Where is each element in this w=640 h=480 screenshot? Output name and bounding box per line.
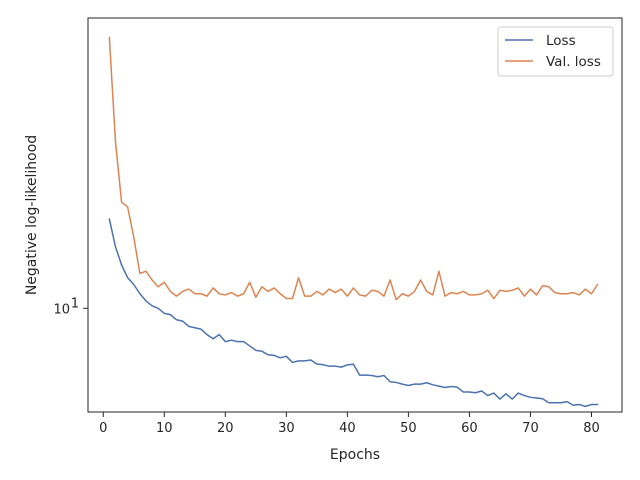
x-tick-label: 20 (217, 421, 234, 436)
x-axis-label: Epochs (330, 447, 380, 463)
legend-label-loss: Loss (546, 33, 576, 49)
y-axis-label: Negative log-likelihood (24, 135, 40, 295)
x-tick-label: 10 (156, 421, 173, 436)
series-line-val-loss (108, 36, 599, 301)
y-tick-label-exponent: 1 (71, 296, 79, 311)
x-tick-label: 70 (522, 421, 539, 436)
plot-area (108, 36, 599, 408)
legend-label-val-loss: Val. loss (546, 54, 601, 70)
x-tick-label: 80 (583, 421, 600, 436)
series-line-loss (108, 218, 599, 408)
legend: Loss Val. loss (497, 26, 614, 77)
x-tick-label: 30 (278, 421, 295, 436)
axes-frame (87, 17, 623, 413)
x-tick-label: 40 (339, 421, 356, 436)
y-tick-label: 10 (53, 302, 70, 317)
x-tick-label: 50 (400, 421, 417, 436)
x-tick-label: 60 (461, 421, 478, 436)
x-tick-label: 0 (99, 421, 107, 436)
